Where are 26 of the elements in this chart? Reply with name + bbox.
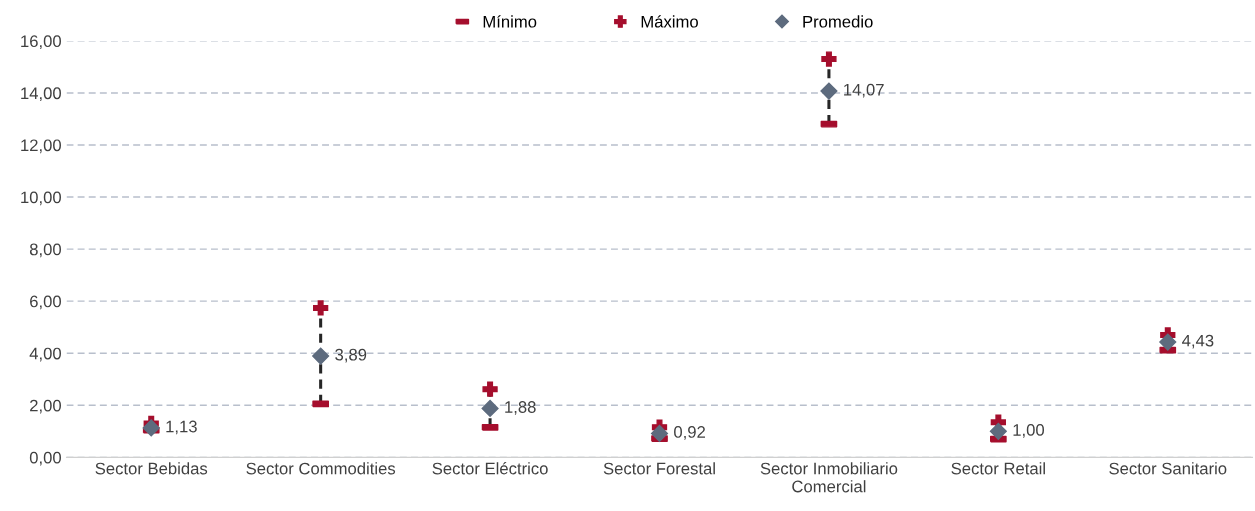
y-tick-label: 8,00 [29,243,62,258]
data-label: 1,88 [505,401,536,415]
data-label: 14,07 [844,83,884,98]
y-tick-label: 14,00 [21,87,62,102]
x-tick-label: Sector Eléctrico [432,462,548,475]
legend-label: Máximo [641,15,698,28]
y-tick-label: 4,00 [29,347,62,362]
x-tick-label: Sector Retail [951,462,1045,475]
x-tick-label: Sector Inmobiliario Comercial [760,462,898,493]
y-tick-label: 2,00 [30,399,62,414]
data-label: 3,89 [335,348,367,363]
legend-label: Mínimo [483,15,537,28]
y-tick-label: 6,00 [30,295,62,310]
x-tick-label: Sector Sanitario [1109,462,1227,475]
data-label: 0,92 [674,426,705,440]
y-tick-label: 16,00 [21,35,62,50]
data-label: 1,13 [166,420,197,435]
legend-label: Promedio [803,15,873,28]
x-tick-label: Sector Bebidas [95,462,208,475]
y-tick-label: 12,00 [21,139,62,154]
y-tick-label: 10,00 [21,191,62,206]
x-tick-label: Sector Forestal [603,462,715,475]
y-tick-label: 0,00 [29,451,62,466]
data-label: 1,00 [1013,423,1045,438]
data-label: 4,43 [1182,334,1214,349]
x-tick-label: Sector Commodities [246,462,396,475]
